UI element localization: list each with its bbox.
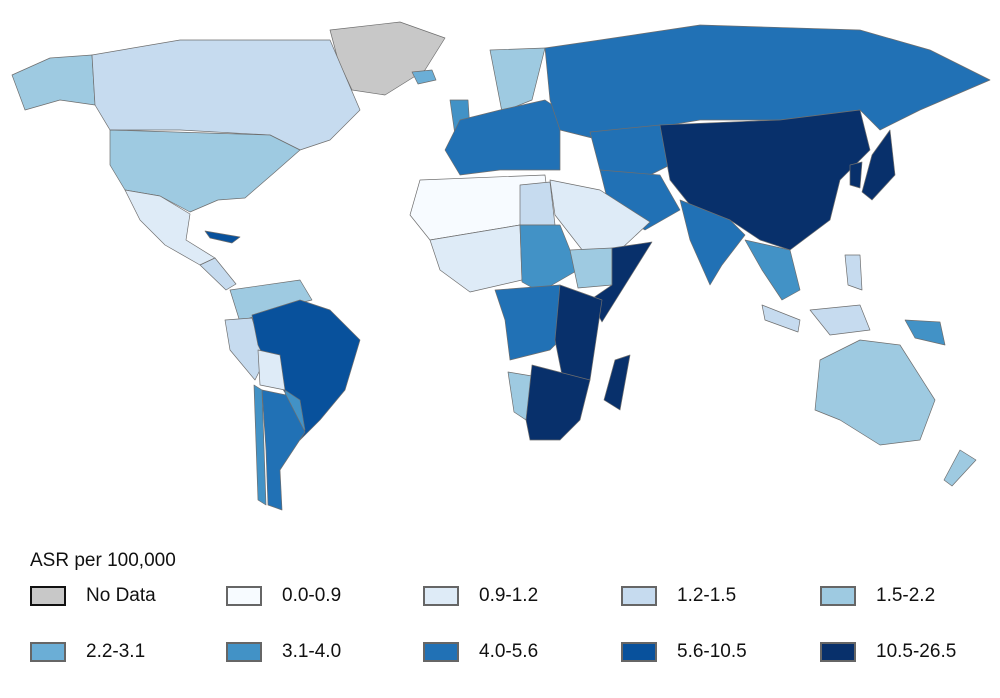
region-india bbox=[679, 199, 746, 286]
legend-swatch bbox=[226, 642, 262, 662]
legend-swatch bbox=[226, 586, 262, 606]
legend-label: 0.0-0.9 bbox=[282, 585, 342, 606]
region-central-america bbox=[199, 257, 237, 291]
region-indonesia-east bbox=[809, 304, 871, 336]
legend-title: ASR per 100,000 bbox=[30, 550, 176, 571]
region-europe bbox=[444, 99, 561, 176]
region-southern-africa bbox=[525, 364, 591, 441]
legend-item: 0.9-1.2 bbox=[423, 585, 538, 607]
legend-swatch bbox=[423, 642, 459, 662]
region-cuba bbox=[204, 230, 241, 244]
region-korea bbox=[849, 161, 863, 189]
region-central-asia bbox=[589, 124, 681, 181]
legend-item: 3.1-4.0 bbox=[226, 641, 341, 663]
legend-item: 5.6-10.5 bbox=[621, 641, 747, 663]
legend-item: 2.2-3.1 bbox=[30, 641, 145, 663]
legend-swatch bbox=[30, 586, 66, 606]
legend-swatch bbox=[820, 642, 856, 662]
region-madagascar bbox=[603, 354, 631, 411]
region-scandinavia bbox=[489, 47, 546, 113]
region-argentina bbox=[261, 389, 306, 511]
legend-label: 4.0-5.6 bbox=[479, 641, 539, 662]
legend-label: No Data bbox=[86, 585, 156, 606]
region-west-africa bbox=[429, 224, 523, 293]
legend-swatch bbox=[820, 586, 856, 606]
legend-label: 5.6-10.5 bbox=[677, 641, 747, 662]
legend-swatch bbox=[621, 586, 657, 606]
region-new-zealand bbox=[943, 449, 977, 487]
region-chile bbox=[253, 384, 267, 506]
legend-item: 0.0-0.9 bbox=[226, 585, 341, 607]
legend-item: 4.0-5.6 bbox=[423, 641, 538, 663]
region-china-mongolia bbox=[659, 109, 871, 251]
legend-label: 3.1-4.0 bbox=[282, 641, 342, 662]
region-ethiopia bbox=[569, 247, 613, 289]
legend-item: 10.5-26.5 bbox=[820, 641, 956, 663]
region-russia bbox=[544, 24, 991, 141]
region-iceland bbox=[411, 69, 437, 85]
legend-label: 1.5-2.2 bbox=[876, 585, 936, 606]
region-papua bbox=[904, 319, 946, 346]
legend-swatch bbox=[621, 642, 657, 662]
legend-swatch bbox=[30, 642, 66, 662]
legend-item: 1.5-2.2 bbox=[820, 585, 935, 607]
region-philippines bbox=[844, 254, 863, 291]
region-central-africa bbox=[519, 224, 579, 293]
region-indonesia-west bbox=[761, 304, 801, 333]
legend-item: No Data bbox=[30, 585, 156, 607]
region-japan bbox=[861, 129, 896, 201]
region-southeast-asia bbox=[744, 239, 801, 301]
region-egypt bbox=[519, 181, 556, 226]
world-map bbox=[11, 21, 991, 511]
legend-swatch bbox=[423, 586, 459, 606]
legend-label: 0.9-1.2 bbox=[479, 585, 539, 606]
legend-label: 10.5-26.5 bbox=[876, 641, 957, 662]
region-alaska bbox=[11, 54, 96, 111]
legend-label: 2.2-3.1 bbox=[86, 641, 146, 662]
legend-label: 1.2-1.5 bbox=[677, 585, 737, 606]
legend-item: 1.2-1.5 bbox=[621, 585, 736, 607]
region-australia bbox=[814, 339, 936, 446]
region-usa bbox=[109, 129, 301, 213]
